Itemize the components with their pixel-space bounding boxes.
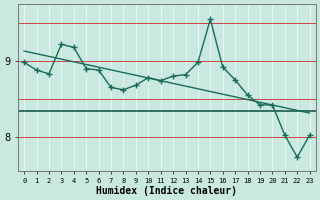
X-axis label: Humidex (Indice chaleur): Humidex (Indice chaleur): [96, 186, 237, 196]
